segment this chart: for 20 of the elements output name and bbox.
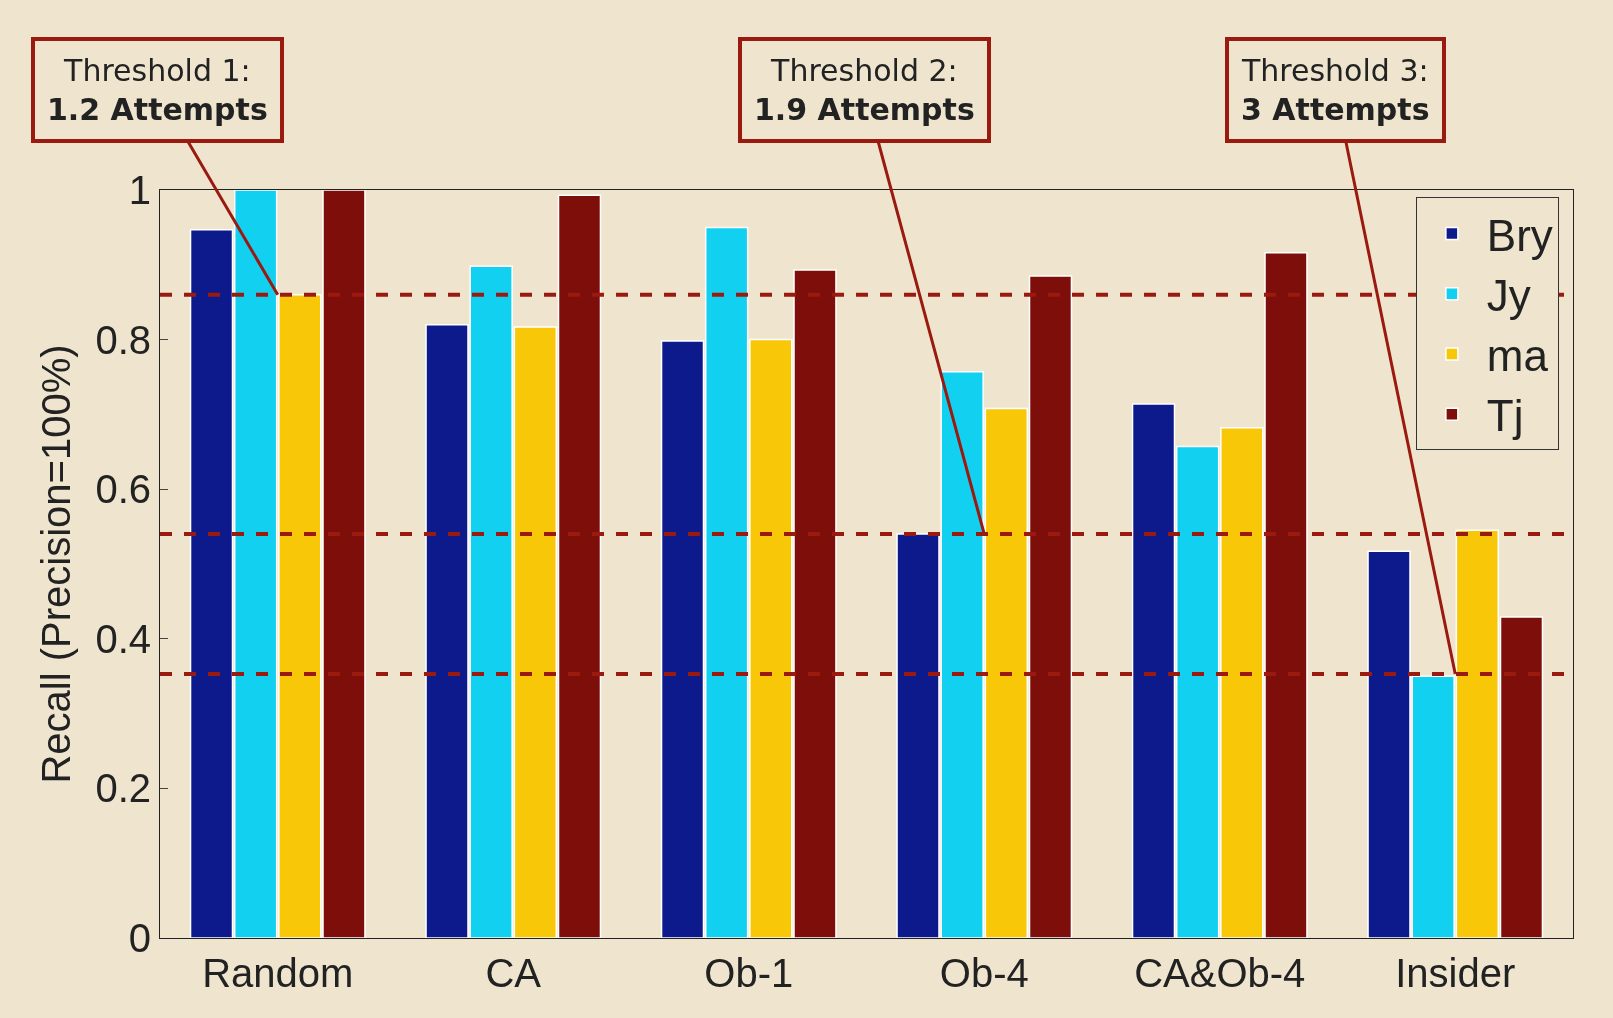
x-tick-label: Ob-1 bbox=[704, 951, 794, 995]
x-tick-label: Insider bbox=[1395, 951, 1516, 995]
y-tick-label: 0 bbox=[128, 916, 151, 960]
x-tick-label: CA&Ob-4 bbox=[1134, 951, 1306, 995]
x-tick-label: CA bbox=[485, 951, 542, 995]
legend-label: Bry bbox=[1486, 210, 1553, 260]
annotation: Threshold 2: 1.9 Attempts bbox=[754, 53, 975, 127]
annotation: Threshold 3: 3 Attempts bbox=[1241, 53, 1430, 127]
y-tick-label: 1 bbox=[128, 168, 151, 212]
x-tick-label: Random bbox=[202, 951, 354, 995]
legend-label: Jy bbox=[1486, 270, 1531, 320]
x-tick-label: Ob-4 bbox=[939, 951, 1029, 995]
y-tick-label: 0.8 bbox=[95, 317, 151, 362]
y-axis-title: Recall (Precision=100%) bbox=[34, 344, 78, 784]
annotation: Threshold 1: 1.2 Attempts bbox=[47, 53, 268, 127]
y-tick-label: 0.4 bbox=[95, 616, 151, 661]
y-tick-label: 0.6 bbox=[95, 467, 151, 512]
legend-label: Tj bbox=[1486, 391, 1524, 441]
y-tick-label: 0.2 bbox=[95, 766, 151, 811]
legend-label: ma bbox=[1486, 331, 1549, 381]
